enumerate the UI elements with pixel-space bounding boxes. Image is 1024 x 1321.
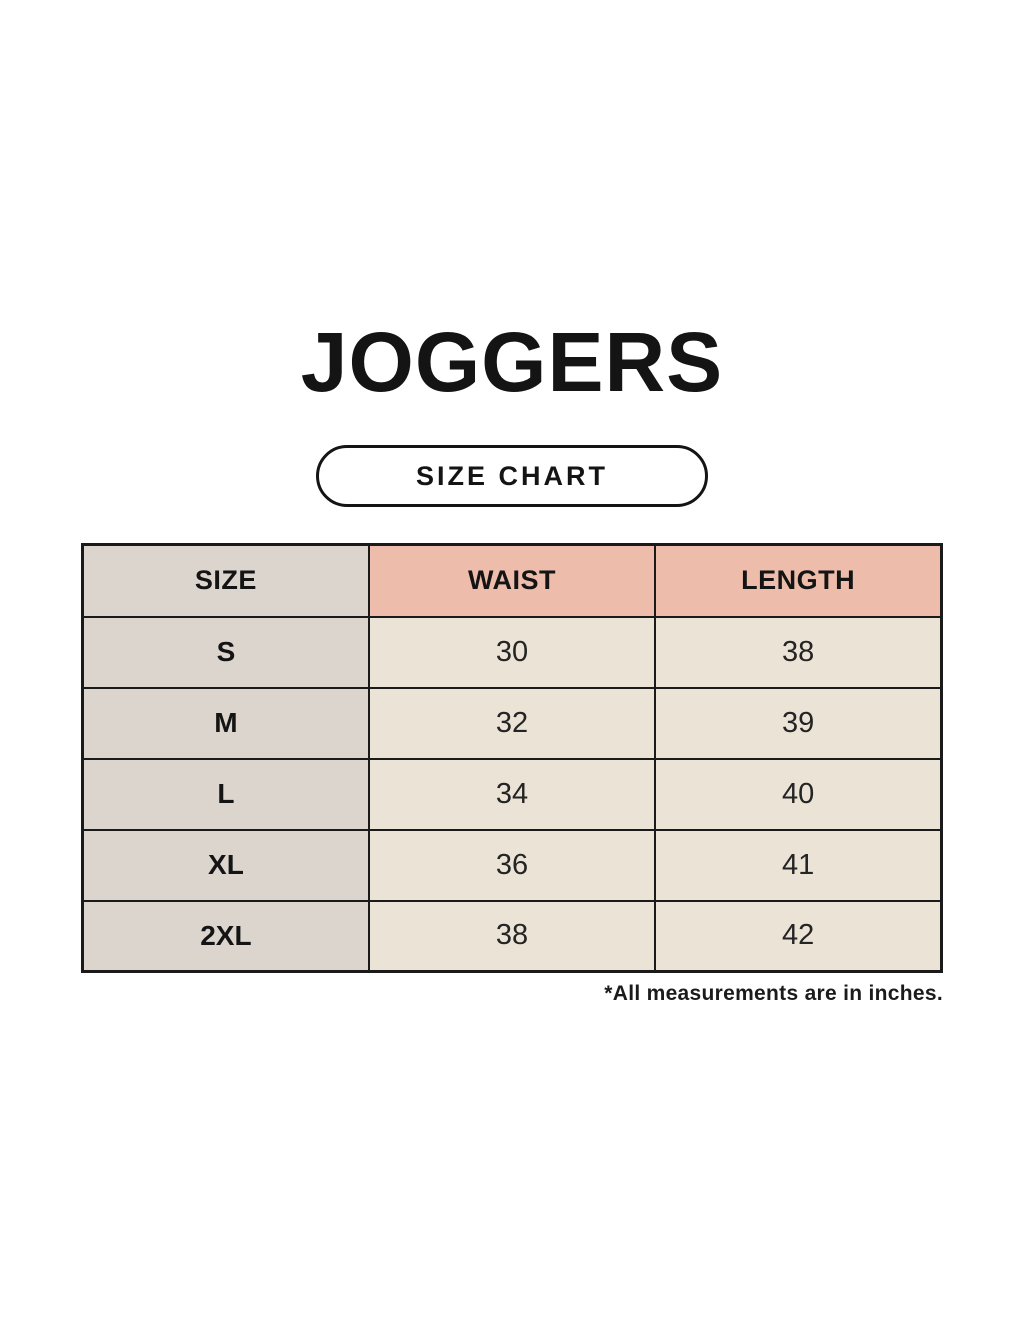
size-cell: S (81, 615, 370, 689)
size-cell: XL (81, 828, 370, 902)
length-cell: 42 (654, 899, 943, 973)
size-table-container: SIZE WAIST LENGTH S 30 38 M 32 39 L (81, 543, 943, 1006)
size-cell: M (81, 686, 370, 760)
waist-cell: 34 (367, 757, 657, 831)
table-row: XL 36 41 (81, 828, 943, 902)
size-table: SIZE WAIST LENGTH S 30 38 M 32 39 L (81, 543, 943, 973)
column-header-waist: WAIST (367, 543, 657, 618)
waist-cell: 38 (367, 899, 657, 973)
table-row: L 34 40 (81, 757, 943, 831)
column-header-length: LENGTH (654, 543, 943, 618)
waist-cell: 30 (367, 615, 657, 689)
header-row: SIZE WAIST LENGTH (81, 543, 943, 618)
size-cell: 2XL (81, 899, 370, 973)
length-cell: 39 (654, 686, 943, 760)
size-chart-badge: SIZE CHART (316, 445, 708, 507)
waist-cell: 36 (367, 828, 657, 902)
length-cell: 40 (654, 757, 943, 831)
length-cell: 41 (654, 828, 943, 902)
measurements-footnote: *All measurements are in inches. (604, 982, 943, 1005)
length-cell: 38 (654, 615, 943, 689)
table-row: S 30 38 (81, 615, 943, 689)
table-row: M 32 39 (81, 686, 943, 760)
waist-cell: 32 (367, 686, 657, 760)
size-cell: L (81, 757, 370, 831)
size-chart-badge-label: SIZE CHART (416, 460, 608, 491)
table-row: 2XL 38 42 (81, 899, 943, 973)
page-title: JOGGERS (300, 315, 724, 409)
column-header-size: SIZE (81, 543, 370, 618)
